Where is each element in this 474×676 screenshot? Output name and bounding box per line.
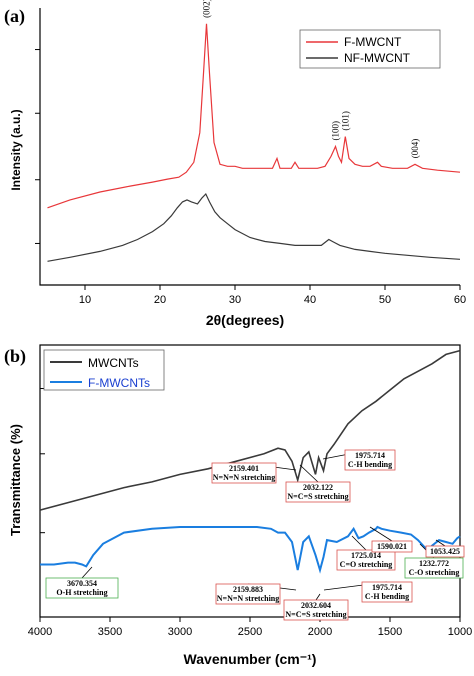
peak-label: (101)	[340, 111, 350, 131]
annotation-desc: N=N=N stretching	[213, 473, 276, 482]
panel-a-y-ticks	[35, 49, 40, 244]
annotation-desc: C-H bending	[348, 460, 392, 469]
annotation-arrow	[369, 526, 393, 542]
annotation-box	[344, 449, 396, 471]
series-line-f-mwcnts	[40, 525, 461, 574]
annotation-value: 2032.604	[301, 601, 331, 610]
panel-a-y-axis-title: Intensity (a.u.)	[9, 109, 23, 190]
legend-label-f-mwcnts: F-MWCNTs	[88, 376, 150, 390]
panel-a-legend-box	[299, 29, 441, 69]
peak-annotation: 1590.021	[369, 526, 413, 553]
x-tick-label: 50	[379, 294, 391, 306]
panel-b-label: (b)	[4, 346, 26, 367]
x-tick-label: 20	[154, 294, 166, 306]
annotation-value: 1975.714	[372, 583, 402, 592]
x-tick-label: 2000	[308, 626, 332, 638]
annotation-desc: N=N=N stretching	[217, 594, 280, 603]
peak-label: (002)	[202, 0, 212, 18]
panel-b-legend: MWCNTs F-MWCNTs	[43, 349, 165, 391]
annotation-desc: O-H stretching	[56, 588, 107, 597]
annotation-box	[45, 577, 119, 599]
x-tick-label: 1500	[378, 626, 402, 638]
x-tick-label: 3000	[168, 626, 192, 638]
annotation-desc: C-O stretching	[409, 568, 460, 577]
x-tick-label: 3500	[98, 626, 122, 638]
series-line-f-mwcnt	[47, 23, 461, 209]
annotation-box	[371, 540, 413, 553]
annotation-box	[211, 462, 277, 484]
annotation-desc: N=C=S stretching	[287, 492, 348, 501]
annotation-value: 1590.021	[377, 542, 407, 551]
annotation-desc: C=O stretching	[340, 560, 393, 569]
annotation-box	[336, 549, 396, 571]
x-tick-label: 10	[79, 294, 91, 306]
panel-a-x-axis-title: 2θ(degrees)	[206, 312, 284, 328]
panel-b: (b) 4000 3500 3000 2500 2000 1500 1000 Wavenum…	[4, 344, 472, 667]
annotation-value: 1975.714	[355, 451, 385, 460]
annotation-value: 1725.014	[351, 551, 381, 560]
peak-annotation: 1053.425	[425, 539, 465, 558]
legend-label-f-mwcnt: F-MWCNT	[344, 35, 402, 49]
panel-a-axes	[39, 8, 460, 286]
annotation-value: 3670.354	[67, 579, 97, 588]
panel-a-x-ticks: 10 20 30 40 50 60	[79, 285, 466, 306]
annotation-value: 2159.883	[233, 585, 263, 594]
annotation-value: 1232.772	[419, 559, 449, 568]
panel-b-x-axis-title: Wavenumber (cm⁻¹)	[184, 651, 317, 667]
annotation-box	[404, 557, 464, 579]
annotation-arrow	[351, 535, 367, 551]
panel-b-x-ticks: 4000 3500 3000 2500 2000 1500 1000	[28, 617, 472, 638]
x-tick-label: 4000	[28, 626, 52, 638]
panel-a: (a) 10 20 30 40 50 60 2θ(degrees) Intensity (…	[4, 0, 466, 328]
annotation-value: 2159.401	[229, 464, 259, 473]
panel-b-legend-box	[43, 349, 165, 391]
annotation-box	[361, 581, 413, 603]
series-line-nf-mwcnt	[47, 192, 461, 262]
panel-b-series	[39, 349, 461, 574]
annotation-box	[285, 481, 351, 503]
panel-b-y-ticks	[40, 388, 45, 534]
annotation-value: 2032.122	[303, 483, 333, 492]
x-tick-label: 1000	[448, 626, 472, 638]
annotation-arrow	[435, 539, 446, 547]
panel-a-legend: F-MWCNT NF-MWCNT	[299, 29, 441, 69]
peak-label: (100)	[331, 121, 341, 141]
x-tick-label: 2500	[238, 626, 262, 638]
annotation-box	[215, 583, 281, 605]
panel-a-label: (a)	[4, 6, 25, 27]
panel-a-peak-labels: (002) (100)(101) (004)	[202, 0, 421, 158]
annotation-value: 1053.425	[430, 547, 460, 556]
annotation-arrow	[81, 566, 93, 579]
annotation-desc: N=C=S stretching	[285, 610, 346, 619]
annotation-arrow	[299, 464, 319, 483]
legend-label-nf-mwcnt: NF-MWCNT	[344, 51, 411, 65]
legend-label-mwcnts: MWCNTs	[88, 356, 139, 370]
annotation-box	[425, 545, 465, 558]
annotation-arrow	[315, 593, 321, 601]
annotation-desc: C-H bending	[365, 592, 409, 601]
x-tick-label: 30	[229, 294, 241, 306]
x-tick-label: 60	[454, 294, 466, 306]
x-tick-label: 40	[304, 294, 316, 306]
peak-label: (004)	[410, 139, 420, 159]
series-line-mwcnts	[39, 349, 461, 511]
annotation-box	[283, 599, 349, 621]
panel-a-series	[47, 23, 461, 262]
panel-b-y-axis-title: Transmittance (%)	[8, 424, 23, 536]
